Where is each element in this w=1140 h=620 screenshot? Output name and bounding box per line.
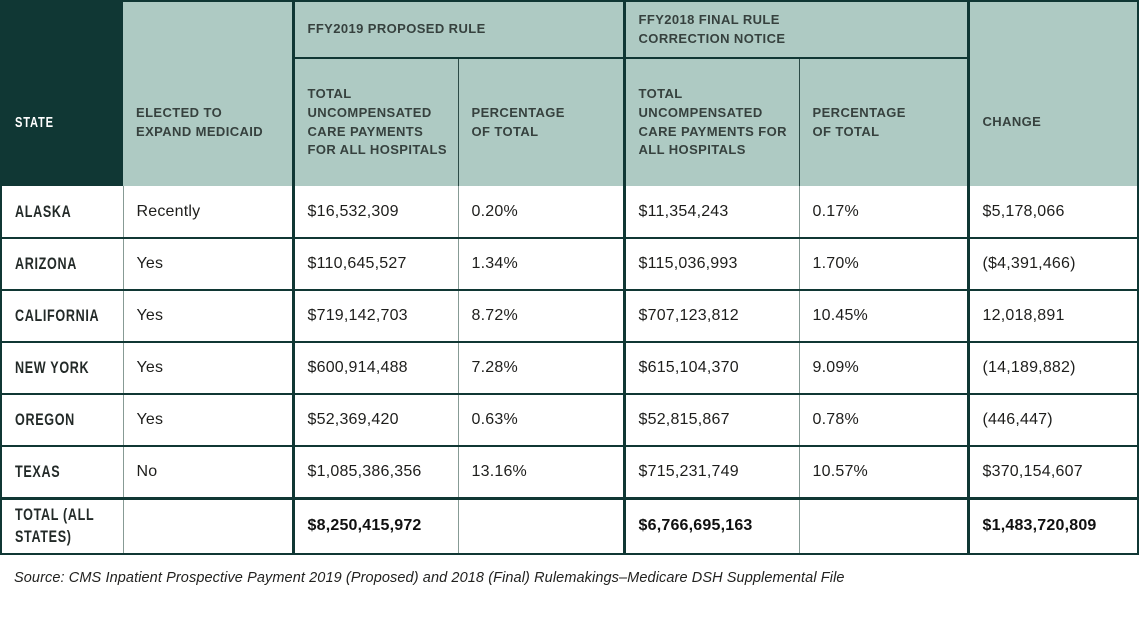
header-change: CHANGE (966, 1, 1139, 186)
uc-2019-cell: $52,369,420 (291, 394, 458, 447)
pct-2019-cell: 0.63% (457, 394, 625, 447)
change-cell: 12,018,891 (966, 290, 1139, 343)
header-state-label: STATE (15, 113, 54, 131)
table-row-total: TOTAL (ALL STATES) $8,250,415,972 $6,766… (1, 496, 1139, 554)
header-group-ffy2018-label: FFY2018 FINAL RULE CORRECTION NOTICE (638, 11, 786, 46)
header-change-label: CHANGE (982, 114, 1042, 130)
state-name: TEXAS (15, 461, 61, 481)
total-uc-2018-cell: $6,766,695,163 (622, 496, 800, 554)
header-pct-total-2018: PERCENTAGE OF TOTAL (798, 58, 969, 186)
pct-2018-cell: 1.70% (798, 238, 969, 291)
state-cell: ARIZONA (1, 238, 123, 291)
table-row-new-york: NEW YORK Yes $600,914,488 7.28% $615,104… (1, 342, 1139, 395)
table-body: ALASKA Recently $16,532,309 0.20% $11,35… (1, 186, 1139, 554)
pct-2019-cell: 1.34% (457, 238, 625, 291)
state-name: CALIFORNIA (15, 306, 100, 325)
table-row-oregon: OREGON Yes $52,369,420 0.63% $52,815,867… (1, 394, 1139, 447)
state-cell: ALASKA (1, 186, 123, 239)
table-row-alaska: ALASKA Recently $16,532,309 0.20% $11,35… (1, 186, 1139, 239)
expand-cell: Yes (122, 290, 293, 343)
header-state: STATE (1, 1, 123, 186)
total-change-cell: $1,483,720,809 (966, 496, 1139, 554)
header-uc-payments-2019-label: TOTAL UNCOMPENSATED CARE PAYMENTS FOR AL… (307, 85, 447, 158)
state-name: NEW YORK (15, 358, 90, 377)
table-row-arizona: ARIZONA Yes $110,645,527 1.34% $115,036,… (1, 238, 1139, 291)
uc-2019-cell: $600,914,488 (291, 342, 458, 395)
change-cell: (14,189,882) (966, 342, 1139, 395)
header-group-ffy2019-label: FFY2019 PROPOSED RULE (307, 21, 486, 37)
pct-2018-cell (798, 496, 969, 554)
pct-2018-cell: 0.17% (798, 186, 969, 239)
change-cell: ($4,391,466) (966, 238, 1139, 291)
expand-cell: Recently (122, 186, 293, 239)
header-expand-medicaid: ELECTED TO EXPAND MEDICAID (123, 1, 293, 186)
header-pct-total-2019-label: PERCENTAGE OF TOTAL (471, 104, 565, 139)
group-header-row: STATE ELECTED TO EXPAND MEDICAID FFY2019… (1, 1, 1139, 186)
total-label: TOTAL (ALL STATES) (15, 505, 95, 547)
header-uc-payments-2018: TOTAL UNCOMPENSATED CARE PAYMENTS FOR AL… (622, 58, 800, 186)
expand-cell: No (122, 446, 293, 499)
dsh-payments-table: STATE ELECTED TO EXPAND MEDICAID FFY2019… (0, 0, 1140, 555)
pct-2019-cell: 7.28% (457, 342, 625, 395)
state-name: OREGON (15, 410, 75, 429)
change-cell: $5,178,066 (966, 186, 1139, 239)
header-group-ffy2019: FFY2019 PROPOSED RULE (291, 1, 625, 59)
expand-cell (122, 496, 293, 554)
pct-2019-cell (457, 496, 625, 554)
table-row-texas: TEXAS No $1,085,386,356 13.16% $715,231,… (1, 446, 1139, 499)
uc-2018-cell: $52,815,867 (622, 394, 800, 447)
dsh-payments-table-wrap: STATE ELECTED TO EXPAND MEDICAID FFY2019… (0, 0, 1140, 555)
state-cell: TEXAS (1, 446, 123, 499)
uc-2018-cell: $11,354,243 (622, 186, 800, 239)
uc-2018-cell: $715,231,749 (622, 446, 800, 499)
change-cell: (446,447) (966, 394, 1139, 447)
source-note: Source: CMS Inpatient Prospective Paymen… (14, 570, 845, 586)
pct-2018-cell: 10.57% (798, 446, 969, 499)
state-cell: NEW YORK (1, 342, 123, 395)
pct-2018-cell: 10.45% (798, 290, 969, 343)
pct-2019-cell: 0.20% (457, 186, 625, 239)
pct-2019-cell: 13.16% (457, 446, 625, 499)
header-uc-payments-2018-label: TOTAL UNCOMPENSATED CARE PAYMENTS FOR AL… (638, 85, 787, 158)
uc-2019-cell: $110,645,527 (291, 238, 458, 291)
uc-2018-cell: $615,104,370 (622, 342, 800, 395)
state-name: ARIZONA (15, 254, 77, 273)
uc-2019-cell: $1,085,386,356 (291, 446, 458, 499)
table-header: STATE ELECTED TO EXPAND MEDICAID FFY2019… (1, 1, 1139, 186)
header-expand-label: ELECTED TO EXPAND MEDICAID (136, 104, 264, 139)
state-cell: OREGON (1, 394, 123, 447)
state-name: ALASKA (15, 201, 72, 221)
total-uc-2019-cell: $8,250,415,972 (291, 496, 458, 554)
expand-cell: Yes (122, 342, 293, 395)
header-pct-total-2018-label: PERCENTAGE OF TOTAL (812, 104, 906, 139)
uc-2018-cell: $707,123,812 (622, 290, 800, 343)
pct-2019-cell: 8.72% (457, 290, 625, 343)
header-group-ffy2018: FFY2018 FINAL RULE CORRECTION NOTICE (622, 1, 969, 59)
total-label-cell: TOTAL (ALL STATES) (1, 496, 123, 554)
state-cell: CALIFORNIA (1, 290, 123, 343)
table-row-california: CALIFORNIA Yes $719,142,703 8.72% $707,1… (1, 290, 1139, 343)
change-cell: $370,154,607 (966, 446, 1139, 499)
header-pct-total-2019: PERCENTAGE OF TOTAL (457, 58, 625, 186)
expand-cell: Yes (122, 238, 293, 291)
sub-header-row: TOTAL UNCOMPENSATED CARE PAYMENTS FOR AL… (1, 58, 1138, 186)
uc-2018-cell: $115,036,993 (622, 238, 800, 291)
pct-2018-cell: 0.78% (798, 394, 969, 447)
header-uc-payments-2019: TOTAL UNCOMPENSATED CARE PAYMENTS FOR AL… (291, 58, 458, 186)
pct-2018-cell: 9.09% (798, 342, 969, 395)
uc-2019-cell: $719,142,703 (291, 290, 458, 343)
expand-cell: Yes (122, 394, 293, 447)
uc-2019-cell: $16,532,309 (291, 186, 458, 239)
